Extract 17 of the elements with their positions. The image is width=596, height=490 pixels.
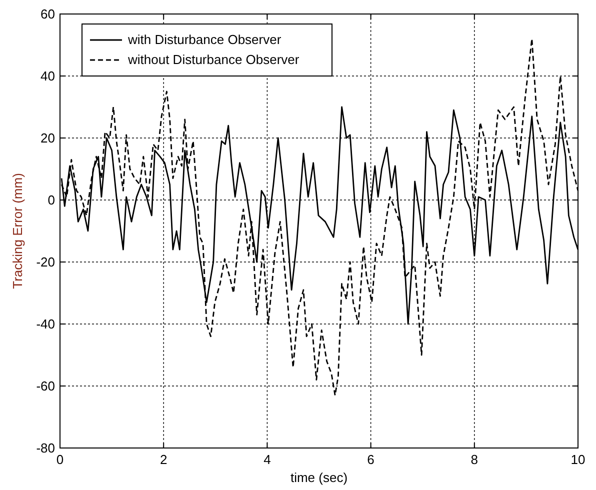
x-tick-label: 4 bbox=[264, 452, 271, 467]
x-tick-label: 6 bbox=[367, 452, 374, 467]
y-tick-label: 60 bbox=[40, 6, 55, 22]
y-tick-label: -40 bbox=[36, 316, 55, 332]
y-tick-label: 40 bbox=[40, 68, 55, 84]
x-tick-label: 2 bbox=[160, 452, 168, 467]
y-tick-label: 0 bbox=[48, 192, 55, 208]
x-tick-label: 10 bbox=[570, 452, 586, 467]
x-tick-label: 8 bbox=[470, 452, 478, 467]
y-tick-label: 20 bbox=[40, 130, 55, 146]
y-tick-label: -20 bbox=[36, 254, 55, 270]
legend-label: without Disturbance Observer bbox=[127, 52, 300, 67]
x-axis-title: time (sec) bbox=[290, 470, 348, 485]
y-axis-title: Tracking Error (mm) bbox=[10, 173, 25, 289]
legend-label: with Disturbance Observer bbox=[127, 32, 282, 47]
y-tick-label: -60 bbox=[36, 378, 55, 394]
y-tick-label: -80 bbox=[36, 440, 55, 456]
